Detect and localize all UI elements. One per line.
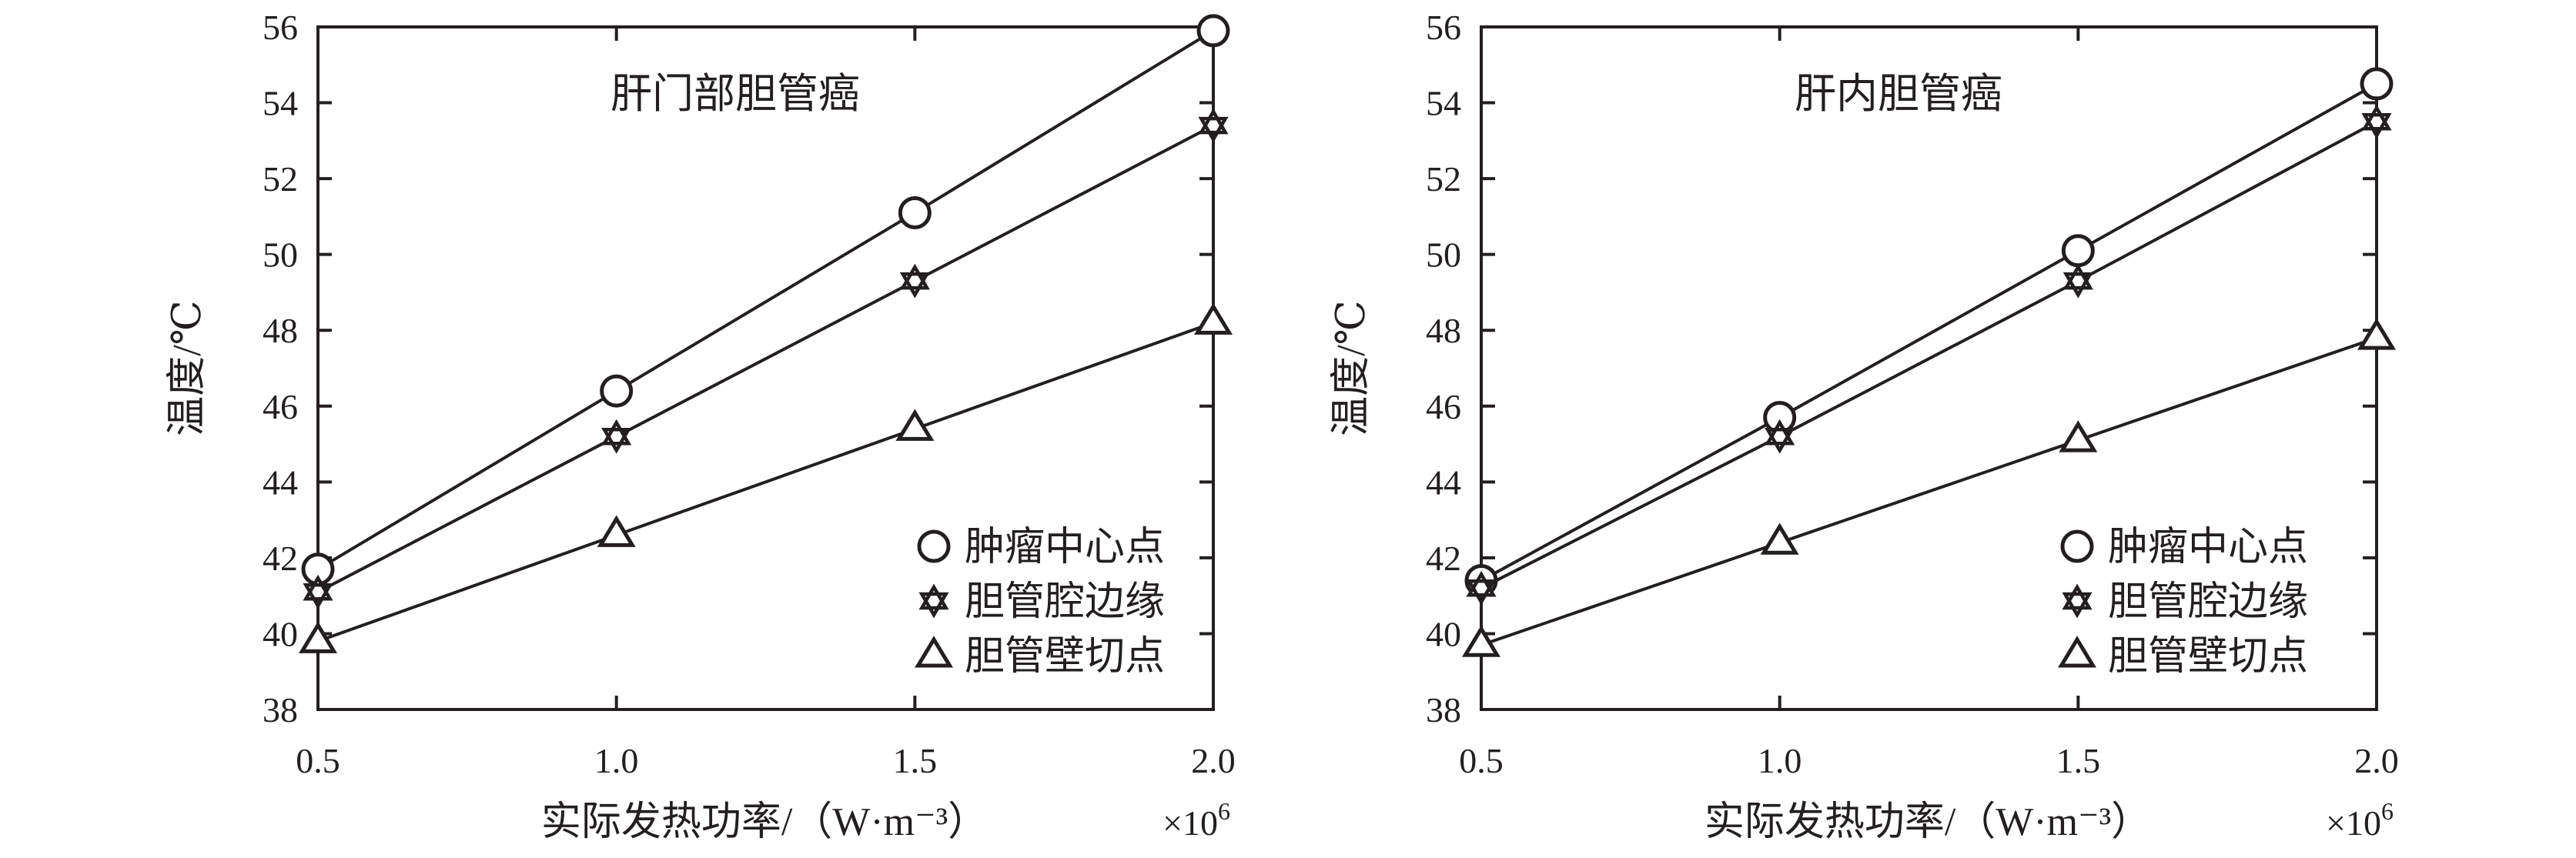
data-point-circle	[898, 195, 932, 229]
plot-frame	[316, 25, 1215, 711]
y-tick-label: 42	[1426, 539, 1461, 578]
y-tick-label: 56	[1426, 8, 1461, 47]
data-point-circle	[1196, 14, 1230, 48]
y-tick-label: 46	[263, 387, 298, 426]
legend-label: 胆管壁切点	[965, 635, 1165, 679]
legend-label: 胆管腔边缘	[965, 580, 1165, 624]
data-point-circle	[600, 374, 634, 408]
x-axis-multiplier: ×106	[1163, 797, 1230, 843]
legend-marker-triangle	[914, 636, 954, 668]
data-point-triangle	[1193, 302, 1233, 335]
legend-label: 肿瘤中心点	[2108, 526, 2308, 569]
y-tick-label: 50	[263, 235, 298, 275]
y-axis-label: 温度/℃	[1330, 300, 1373, 436]
series-line-3	[317, 321, 1214, 643]
data-point-star	[1765, 419, 1795, 454]
plot-frame	[1480, 25, 2378, 711]
y-tick-label: 56	[263, 8, 298, 47]
legend-label: 胆管腔边缘	[2108, 580, 2308, 624]
series-line-1	[1480, 82, 2377, 583]
y-tick-label: 48	[1426, 311, 1461, 350]
data-point-triangle	[2059, 420, 2098, 452]
x-axis-label: 实际发热功率/（W·m⁻³）	[541, 800, 988, 844]
legend-label: 肿瘤中心点	[965, 526, 1165, 569]
data-point-star	[2361, 104, 2392, 139]
x-tick-label: 1.0	[1758, 741, 1802, 780]
legend-marker-star	[2062, 583, 2093, 619]
data-point-star	[303, 574, 333, 609]
data-point-star	[1466, 570, 1497, 606]
panel-title: 肝内胆管癌	[1795, 71, 2002, 117]
legend-marker-triangle	[2057, 636, 2097, 668]
y-tick-label: 54	[1426, 84, 1461, 123]
y-tick-label: 40	[263, 614, 298, 653]
data-point-star	[601, 419, 632, 454]
x-axis-label: 实际发热功率/（W·m⁻³）	[1705, 800, 2151, 844]
y-tick-label: 40	[1426, 614, 1461, 653]
y-tick-label: 52	[263, 159, 298, 199]
legend-marker-star	[918, 583, 949, 619]
x-tick-label: 2.0	[1191, 741, 1236, 780]
y-tick-label: 54	[263, 84, 298, 123]
series-line-2	[317, 124, 1214, 594]
chart-panel-2: 38 40 42 44 46 48 50 52 54 56 0.5 1.0 1.5 2.0 肝内胆管癌肿瘤中…	[1330, 8, 2399, 844]
x-tick-label: 0.5	[1459, 741, 1504, 780]
legend-marker-circle	[917, 529, 951, 563]
legend-marker-circle	[2060, 529, 2094, 563]
x-tick-label: 1.5	[2056, 741, 2101, 780]
data-point-triangle	[298, 621, 338, 653]
y-tick-label: 38	[263, 690, 298, 729]
data-point-triangle	[1760, 522, 1799, 555]
data-point-star	[2062, 263, 2093, 299]
series-line-2	[1480, 120, 2377, 590]
y-tick-label: 44	[263, 462, 298, 502]
data-point-circle	[2360, 67, 2394, 101]
data-point-triangle	[1461, 625, 1501, 657]
data-point-triangle	[895, 409, 935, 441]
data-point-circle	[2061, 234, 2095, 268]
chart-panel-1: 38 40 42 44 46 48 50 52 54 56 0.5 1.0 1.5 2.0 肝门部胆管癌肿瘤…	[166, 8, 1236, 844]
series-line-1	[316, 29, 1215, 571]
x-tick-label: 2.0	[2354, 741, 2399, 780]
series-line-3	[1480, 336, 2377, 647]
data-point-star	[899, 263, 930, 299]
y-tick-label: 46	[1426, 387, 1461, 426]
y-tick-label: 50	[1426, 235, 1461, 275]
panel-title: 肝门部胆管癌	[611, 71, 860, 117]
y-tick-label: 52	[1426, 159, 1461, 199]
data-point-star	[1198, 108, 1229, 143]
y-tick-label: 38	[1426, 690, 1461, 729]
y-axis-label: 温度/℃	[166, 300, 209, 436]
y-tick-label: 44	[1426, 462, 1461, 502]
y-tick-label: 42	[263, 539, 298, 578]
x-tick-label: 0.5	[296, 741, 340, 780]
x-axis-multiplier: ×106	[2326, 797, 2394, 843]
data-point-triangle	[597, 515, 636, 547]
data-point-triangle	[2357, 318, 2397, 350]
x-tick-label: 1.0	[594, 741, 639, 780]
x-tick-label: 1.5	[893, 741, 938, 780]
y-tick-label: 48	[263, 311, 298, 350]
legend-label: 胆管壁切点	[2108, 635, 2308, 679]
